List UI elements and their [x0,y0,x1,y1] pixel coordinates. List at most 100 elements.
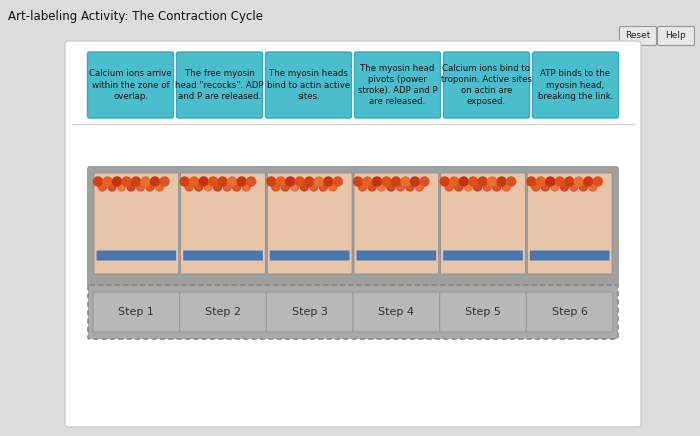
Circle shape [459,177,468,186]
Circle shape [242,183,250,191]
FancyBboxPatch shape [354,52,440,118]
FancyBboxPatch shape [88,285,618,339]
FancyBboxPatch shape [526,292,613,332]
FancyBboxPatch shape [181,173,265,274]
Circle shape [497,177,506,186]
Circle shape [532,183,540,191]
Circle shape [377,183,386,191]
Circle shape [94,177,102,186]
Circle shape [584,177,593,186]
Text: Help: Help [666,31,687,41]
Circle shape [358,183,367,191]
Circle shape [180,177,189,186]
Circle shape [141,177,150,186]
Circle shape [276,177,286,186]
Circle shape [555,177,564,186]
Circle shape [146,183,154,191]
Text: Reset: Reset [625,31,651,41]
FancyBboxPatch shape [97,251,176,260]
Text: Step 3: Step 3 [292,307,328,317]
Circle shape [329,183,337,191]
Circle shape [118,183,125,191]
Text: The myosin head
pivots (power
stroke). ADP and P
are released.: The myosin head pivots (power stroke). A… [358,64,438,106]
FancyBboxPatch shape [354,173,439,274]
Circle shape [267,177,276,186]
FancyBboxPatch shape [356,251,436,260]
Circle shape [420,177,429,186]
Circle shape [580,183,587,191]
Circle shape [396,183,405,191]
Text: Step 6: Step 6 [552,307,587,317]
Circle shape [455,183,463,191]
Circle shape [594,177,602,186]
Circle shape [382,177,391,186]
Circle shape [314,177,323,186]
Circle shape [474,183,482,191]
Circle shape [136,183,144,191]
Circle shape [363,177,372,186]
Circle shape [493,183,500,191]
FancyBboxPatch shape [657,27,694,45]
Circle shape [290,183,299,191]
Circle shape [103,177,112,186]
Circle shape [574,177,583,186]
Circle shape [416,183,423,191]
FancyBboxPatch shape [353,292,440,332]
Circle shape [113,177,122,186]
Circle shape [300,183,308,191]
Circle shape [546,177,555,186]
Circle shape [445,183,453,191]
FancyBboxPatch shape [183,251,262,260]
Circle shape [281,183,289,191]
FancyBboxPatch shape [65,41,641,427]
Circle shape [565,177,574,186]
Circle shape [507,177,516,186]
FancyBboxPatch shape [443,251,523,260]
Circle shape [155,183,164,191]
Circle shape [354,177,363,186]
FancyBboxPatch shape [620,27,657,45]
FancyBboxPatch shape [93,292,180,332]
Circle shape [246,177,256,186]
Circle shape [401,177,410,186]
Circle shape [449,177,459,186]
FancyBboxPatch shape [265,52,351,118]
Text: ATP binds to the
myosin head,
breaking the link.: ATP binds to the myosin head, breaking t… [538,69,613,101]
FancyBboxPatch shape [94,173,178,274]
Text: Art-labeling Activity: The Contraction Cycle: Art-labeling Activity: The Contraction C… [8,10,263,23]
Circle shape [589,183,597,191]
FancyBboxPatch shape [440,292,526,332]
FancyBboxPatch shape [533,52,619,118]
FancyBboxPatch shape [267,173,352,274]
Circle shape [406,183,414,191]
Circle shape [186,183,193,191]
Circle shape [127,183,135,191]
Circle shape [391,177,400,186]
Circle shape [286,177,295,186]
Circle shape [502,183,510,191]
Circle shape [488,177,497,186]
Circle shape [478,177,487,186]
FancyBboxPatch shape [266,292,353,332]
Text: Step 2: Step 2 [205,307,241,317]
Circle shape [199,177,208,186]
Circle shape [440,177,449,186]
Circle shape [469,177,477,186]
Circle shape [209,177,218,186]
Circle shape [132,177,141,186]
Text: Calcium ions bind to
troponin. Active sites
on actin are
exposed.: Calcium ions bind to troponin. Active si… [441,64,532,106]
Circle shape [223,183,231,191]
FancyBboxPatch shape [180,292,266,332]
Circle shape [190,177,199,186]
Circle shape [560,183,568,191]
Circle shape [108,183,116,191]
Text: Step 5: Step 5 [465,307,501,317]
Circle shape [99,183,106,191]
Circle shape [368,183,376,191]
Text: The myosin heads
bind to actin active
sites.: The myosin heads bind to actin active si… [267,69,350,101]
Text: Step 4: Step 4 [378,307,414,317]
Circle shape [536,177,545,186]
Circle shape [232,183,241,191]
Circle shape [204,183,212,191]
Circle shape [464,183,473,191]
